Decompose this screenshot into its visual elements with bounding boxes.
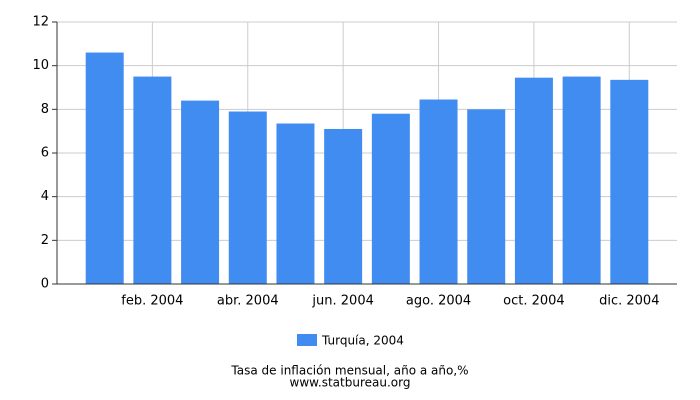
x-tick-label: abr. 2004 (217, 294, 279, 309)
y-tick-label: 6 (41, 146, 49, 161)
x-tick-label: jun. 2004 (311, 294, 373, 309)
bar (324, 128, 363, 284)
x-tick-label: ago. 2004 (406, 294, 471, 309)
y-tick-label: 10 (32, 58, 49, 73)
y-tick-label: 8 (41, 102, 49, 117)
y-tick-label: 12 (32, 15, 49, 30)
y-tick-label: 4 (41, 189, 49, 204)
legend-swatch (297, 334, 317, 346)
x-tick-label: dic. 2004 (599, 294, 659, 309)
bar (276, 123, 315, 285)
bar (467, 109, 506, 284)
bar (133, 76, 172, 284)
legend-label: Turquía, 2004 (321, 334, 404, 348)
y-tick-label: 0 (41, 277, 49, 292)
y-tick-label: 2 (41, 233, 49, 248)
bar (514, 77, 553, 284)
bar (610, 79, 649, 284)
chart-caption: Tasa de inflación mensual, año a año,% (230, 364, 468, 378)
x-tick-label: feb. 2004 (121, 294, 183, 309)
bar (181, 100, 220, 284)
bar (85, 52, 124, 284)
chart-source: www.statbureau.org (290, 376, 411, 390)
x-tick-label: oct. 2004 (503, 294, 565, 309)
bar (419, 99, 458, 284)
bar (228, 111, 267, 285)
bar (562, 76, 601, 284)
bar (371, 113, 410, 284)
